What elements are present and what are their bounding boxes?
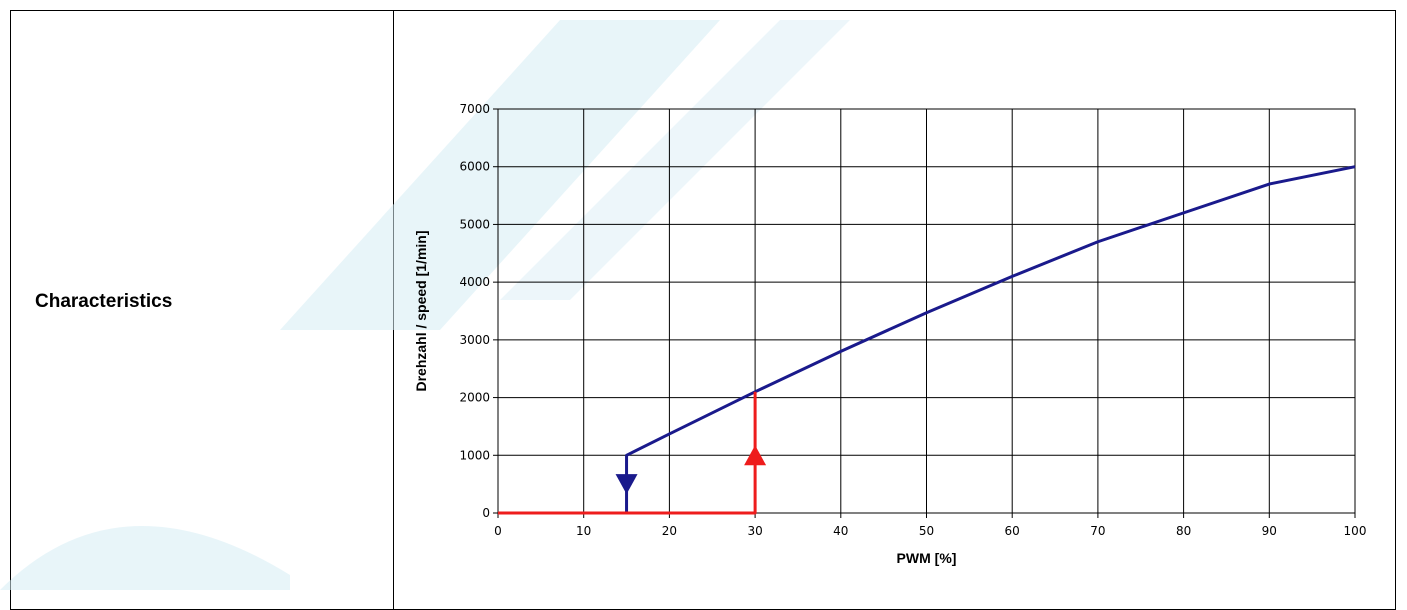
x-tick-label: 0	[494, 524, 502, 538]
row-label: Characteristics	[35, 291, 173, 312]
x-tick-label: 90	[1262, 524, 1277, 538]
series-line-2	[498, 391, 757, 515]
x-tick-label: 80	[1176, 524, 1191, 538]
x-tick-label: 10	[576, 524, 591, 538]
x-tick-label: 100	[1344, 524, 1367, 538]
chart-grid	[497, 108, 1356, 514]
y-tick-label: 5000	[459, 217, 490, 231]
y-tick-label: 3000	[459, 333, 490, 347]
y-tick-label: 2000	[459, 391, 490, 405]
x-tick-label: 70	[1090, 524, 1105, 538]
speed-chart: 0 10 20 30 40 50 60 70 80 90 100 0 1000 2000 3000 4000…	[413, 102, 1366, 566]
chart-series	[498, 165, 1356, 515]
y-tick-label: 4000	[459, 275, 490, 289]
y-tick-label: 6000	[459, 160, 490, 174]
y-axis-title: Drehzahl / speed [1/min]	[413, 230, 429, 391]
arrow-marker-2	[744, 445, 767, 466]
arrow-marker-1	[615, 474, 638, 495]
x-axis-ticks: 0 10 20 30 40 50 60 70 80 90 100	[494, 513, 1366, 538]
y-tick-label: 7000	[459, 102, 490, 116]
label-cell: Characteristics	[11, 11, 393, 609]
y-tick-label: 0	[482, 506, 490, 520]
y-tick-label: 1000	[459, 448, 490, 462]
x-tick-label: 30	[747, 524, 762, 538]
x-tick-label: 60	[1005, 524, 1020, 538]
x-tick-label: 20	[662, 524, 677, 538]
series-line-1	[625, 165, 1356, 513]
x-tick-label: 50	[919, 524, 934, 538]
y-axis-ticks: 0 1000 2000 3000 4000 5000 6000 7000	[459, 102, 498, 520]
x-tick-label: 40	[833, 524, 848, 538]
x-axis-title: PWM [%]	[897, 550, 957, 566]
